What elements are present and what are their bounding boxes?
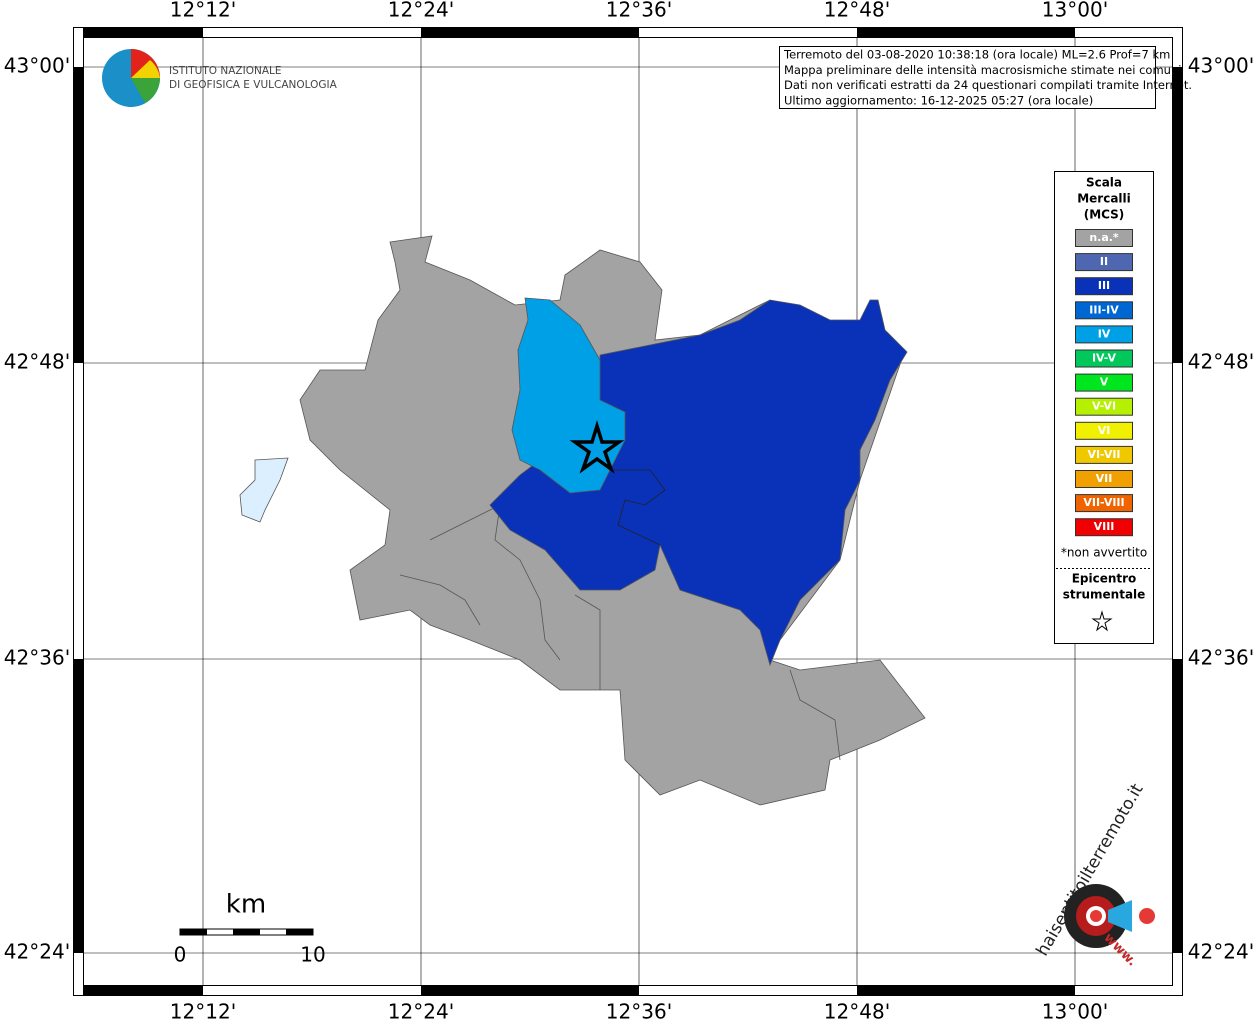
logo-text: ISTITUTO NAZIONALE xyxy=(169,65,282,77)
info-line: Ultimo aggiornamento: 16-12-2025 05:27 (… xyxy=(784,93,1093,107)
logo-text: DI GEOFISICA E VULCANOLOGIA xyxy=(169,79,338,91)
legend-title: Mercalli xyxy=(1077,192,1131,206)
legend-label: VI-VII xyxy=(1087,448,1120,461)
legend-label: II xyxy=(1100,255,1108,268)
border xyxy=(610,469,666,546)
frame-bars xyxy=(73,27,1183,996)
legend-title: (MCS) xyxy=(1084,208,1125,222)
lon-label: 12°24' xyxy=(388,0,454,22)
lat-label: 42°24' xyxy=(4,940,70,964)
legend: ScalaMercalli(MCS)n.a.*IIIIIIII-IVIVIV-V… xyxy=(1061,176,1147,602)
region-iv xyxy=(511,297,626,494)
border xyxy=(399,574,481,626)
legend-label: VIII xyxy=(1094,520,1115,533)
badge-speaker xyxy=(1108,900,1132,932)
legend-star xyxy=(1091,610,1113,632)
frame-bar xyxy=(421,27,639,37)
region-iii xyxy=(489,299,908,667)
regions xyxy=(239,235,926,806)
badge-dot xyxy=(1090,910,1102,922)
legend-label: IV-V xyxy=(1092,352,1117,365)
lat-label: 43°00' xyxy=(4,54,70,78)
lat-label: 42°24' xyxy=(1188,940,1254,964)
info-line: Terremoto del 03-08-2020 10:38:18 (ora l… xyxy=(783,48,1170,62)
frame-bar xyxy=(73,659,83,953)
border xyxy=(429,504,561,661)
scale-bar-segment xyxy=(286,929,313,935)
legend-swatch xyxy=(1075,445,1133,464)
legend-title: Scala xyxy=(1086,176,1122,190)
scale-bar: km 0 10 xyxy=(174,890,326,967)
legend-swatch xyxy=(1075,349,1133,368)
frame-bar xyxy=(857,27,1075,37)
legend-swatch xyxy=(1075,397,1133,416)
frame-bar xyxy=(83,986,203,996)
legend-swatch xyxy=(1075,373,1133,392)
info-lines: Terremoto del 03-08-2020 10:38:18 (ora l… xyxy=(783,48,1192,108)
legend-swatch xyxy=(1075,277,1133,296)
scale-end: 10 xyxy=(300,943,325,967)
lat-label: 42°48' xyxy=(4,350,70,374)
legend-label: III-IV xyxy=(1089,303,1119,316)
logo-globe-part xyxy=(131,60,160,78)
legend-swatch xyxy=(1075,470,1133,488)
inner-frame xyxy=(83,37,1173,986)
info-line: Dati non verificati estratti da 24 quest… xyxy=(784,78,1192,92)
lat-label: 42°36' xyxy=(4,646,70,670)
scale-bar-segment xyxy=(180,929,207,935)
legend-swatch xyxy=(1075,494,1133,513)
lon-label: 12°48' xyxy=(824,1000,890,1024)
frame-bar xyxy=(857,986,1075,996)
lat-label: 43°00' xyxy=(1188,54,1254,78)
info-line: Mappa preliminare delle intensità macros… xyxy=(784,63,1181,77)
lon-label: 12°12' xyxy=(170,0,236,22)
legend-swatch xyxy=(1075,325,1133,344)
lon-label: 12°48' xyxy=(824,0,890,22)
legend-label: VI xyxy=(1098,424,1111,437)
frame-bar xyxy=(83,27,203,37)
legend-swatch xyxy=(1075,253,1133,272)
ingv-logo: ISTITUTO NAZIONALE DI GEOFISICA E VULCAN… xyxy=(102,49,338,107)
legend-note: *non avvertito xyxy=(1061,546,1147,560)
badge-question xyxy=(1139,908,1155,924)
legend-label: VII xyxy=(1096,472,1113,485)
legend-label: V xyxy=(1100,376,1109,389)
frame-bar xyxy=(1173,67,1183,363)
lon-label: 13°00' xyxy=(1042,0,1108,22)
legend-label: III xyxy=(1098,279,1110,292)
lat-label: 42°48' xyxy=(1188,350,1254,374)
legend-swatch xyxy=(1075,421,1133,440)
border xyxy=(574,594,601,690)
scale-bar-segment xyxy=(233,929,260,935)
legend-label: n.a.* xyxy=(1089,231,1119,244)
scale-unit: km xyxy=(226,890,266,920)
epicenter-label: Epicentro xyxy=(1072,572,1137,586)
logo-globe-part xyxy=(131,78,160,103)
frame-bar xyxy=(73,67,83,363)
lon-label: 12°36' xyxy=(606,1000,672,1024)
scale-start: 0 xyxy=(174,943,187,967)
border xyxy=(789,669,841,761)
legend-swatch xyxy=(1075,229,1133,247)
legend-label: V-VI xyxy=(1092,400,1116,413)
epicenter-label: strumentale xyxy=(1063,588,1146,602)
legend-label: VII-VIII xyxy=(1083,496,1124,509)
lake xyxy=(239,457,289,523)
lat-label: 42°36' xyxy=(1188,646,1254,670)
lon-label: 13°00' xyxy=(1042,1000,1108,1024)
lon-label: 12°24' xyxy=(388,1000,454,1024)
epicenter-star xyxy=(569,420,625,474)
lon-label: 12°12' xyxy=(170,1000,236,1024)
info-box xyxy=(779,46,1156,109)
frame-bar xyxy=(421,986,639,996)
lon-label: 12°36' xyxy=(606,0,672,22)
frame-bar xyxy=(1173,659,1183,953)
legend-swatch xyxy=(1075,518,1133,537)
legend-swatch xyxy=(1075,301,1133,320)
legend-label: IV xyxy=(1098,327,1111,340)
